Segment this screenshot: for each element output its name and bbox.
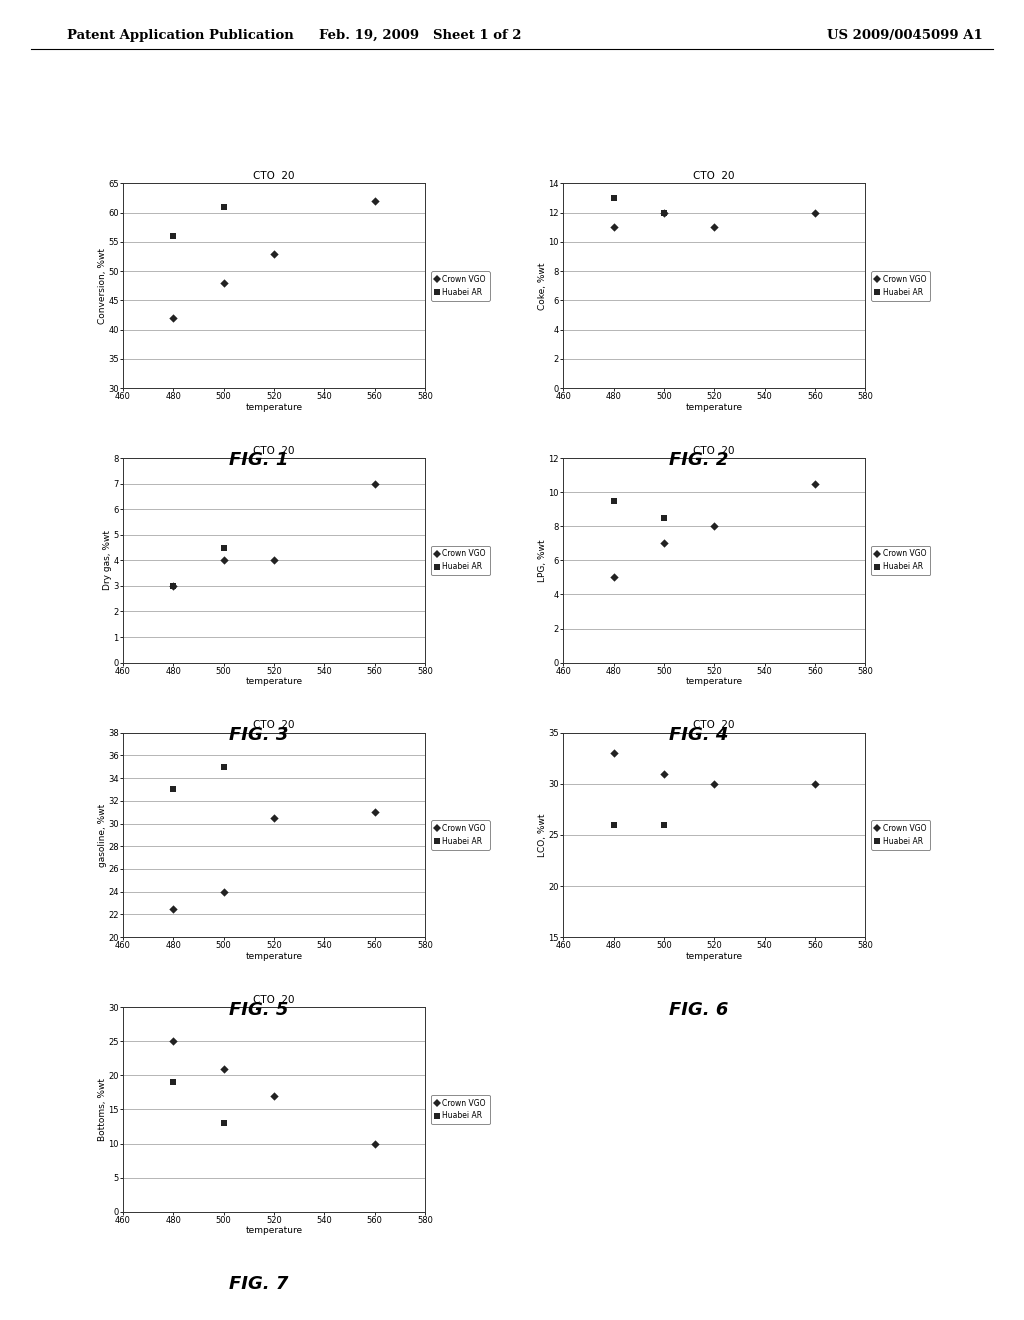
Y-axis label: Dry gas, %wt: Dry gas, %wt	[103, 531, 112, 590]
X-axis label: temperature: temperature	[246, 1226, 302, 1236]
Text: FIG. 1: FIG. 1	[229, 451, 289, 470]
Point	[655, 507, 672, 528]
Title: CTO  20: CTO 20	[693, 172, 735, 181]
X-axis label: temperature: temperature	[246, 952, 302, 961]
Point	[215, 1113, 231, 1134]
Point	[165, 576, 181, 597]
Point	[655, 533, 672, 554]
Point	[367, 1133, 383, 1154]
Point	[266, 808, 283, 829]
Point	[165, 898, 181, 919]
Title: CTO  20: CTO 20	[253, 995, 295, 1005]
Point	[215, 1059, 231, 1080]
Y-axis label: Bottoms, %wt: Bottoms, %wt	[97, 1078, 106, 1140]
Point	[215, 756, 231, 777]
Point	[165, 1031, 181, 1052]
X-axis label: temperature: temperature	[686, 403, 742, 412]
Point	[655, 763, 672, 784]
Point	[215, 882, 231, 903]
Legend: Crown VGO, Huabei AR: Crown VGO, Huabei AR	[871, 545, 930, 576]
Text: FIG. 6: FIG. 6	[670, 1001, 729, 1019]
Point	[605, 490, 622, 511]
Title: CTO  20: CTO 20	[253, 721, 295, 730]
Point	[707, 774, 723, 795]
Point	[215, 272, 231, 293]
Point	[266, 549, 283, 570]
Point	[266, 243, 283, 264]
Point	[605, 814, 622, 836]
Text: Patent Application Publication: Patent Application Publication	[67, 29, 293, 42]
Point	[165, 779, 181, 800]
Text: US 2009/0045099 A1: US 2009/0045099 A1	[827, 29, 983, 42]
X-axis label: temperature: temperature	[686, 677, 742, 686]
Point	[707, 216, 723, 238]
Point	[165, 576, 181, 597]
Point	[605, 566, 622, 587]
Point	[367, 473, 383, 494]
Point	[605, 742, 622, 763]
Legend: Crown VGO, Huabei AR: Crown VGO, Huabei AR	[431, 820, 489, 850]
Point	[807, 774, 823, 795]
Y-axis label: gasoline, %wt: gasoline, %wt	[97, 804, 106, 866]
Y-axis label: Coke, %wt: Coke, %wt	[539, 263, 547, 309]
Point	[266, 1085, 283, 1106]
Point	[707, 516, 723, 537]
X-axis label: temperature: temperature	[246, 677, 302, 686]
Point	[605, 216, 622, 238]
Point	[655, 202, 672, 223]
Legend: Crown VGO, Huabei AR: Crown VGO, Huabei AR	[431, 1094, 489, 1125]
Point	[807, 473, 823, 494]
Legend: Crown VGO, Huabei AR: Crown VGO, Huabei AR	[431, 545, 489, 576]
Point	[215, 537, 231, 558]
Text: FIG. 5: FIG. 5	[229, 1001, 289, 1019]
Legend: Crown VGO, Huabei AR: Crown VGO, Huabei AR	[871, 820, 930, 850]
Y-axis label: LCO, %wt: LCO, %wt	[538, 813, 547, 857]
Text: FIG. 4: FIG. 4	[670, 726, 729, 744]
Y-axis label: Conversion, %wt: Conversion, %wt	[97, 248, 106, 323]
Point	[655, 814, 672, 836]
Y-axis label: LPG, %wt: LPG, %wt	[539, 539, 547, 582]
Legend: Crown VGO, Huabei AR: Crown VGO, Huabei AR	[871, 271, 930, 301]
Point	[215, 549, 231, 570]
Point	[165, 308, 181, 329]
Text: FIG. 2: FIG. 2	[670, 451, 729, 470]
Point	[367, 190, 383, 211]
Text: FIG. 3: FIG. 3	[229, 726, 289, 744]
Legend: Crown VGO, Huabei AR: Crown VGO, Huabei AR	[431, 271, 489, 301]
Point	[165, 1072, 181, 1093]
Title: CTO  20: CTO 20	[693, 721, 735, 730]
Point	[807, 202, 823, 223]
X-axis label: temperature: temperature	[686, 952, 742, 961]
Point	[165, 226, 181, 247]
Text: Feb. 19, 2009   Sheet 1 of 2: Feb. 19, 2009 Sheet 1 of 2	[318, 29, 521, 42]
Point	[367, 801, 383, 822]
Text: FIG. 7: FIG. 7	[229, 1275, 289, 1294]
X-axis label: temperature: temperature	[246, 403, 302, 412]
Point	[655, 202, 672, 223]
Point	[215, 197, 231, 218]
Title: CTO  20: CTO 20	[693, 446, 735, 455]
Point	[605, 187, 622, 209]
Title: CTO  20: CTO 20	[253, 446, 295, 455]
Title: CTO  20: CTO 20	[253, 172, 295, 181]
